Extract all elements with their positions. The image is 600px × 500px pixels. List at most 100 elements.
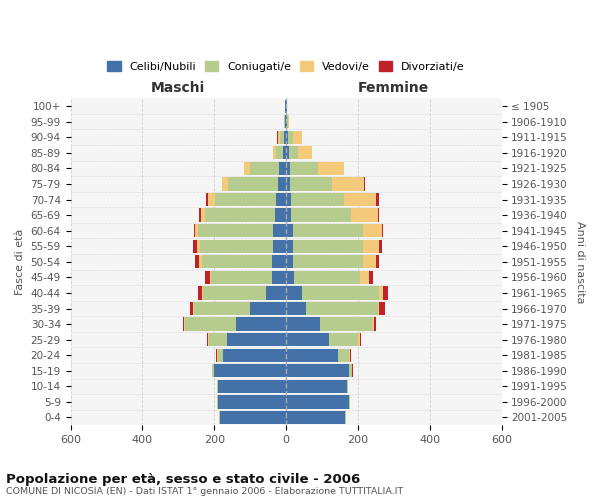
Bar (286, 380, 347, 393)
Bar (217, 380, 218, 393)
Y-axis label: Fasce di età: Fasce di età (15, 228, 25, 295)
Bar (286, 224, 293, 237)
Bar (364, 178, 365, 190)
Bar (203, 286, 266, 300)
Bar (209, 271, 211, 284)
Bar (286, 255, 293, 268)
Bar (212, 364, 214, 378)
Bar (286, 162, 290, 175)
Bar (286, 193, 292, 206)
Bar (198, 224, 274, 237)
Bar (302, 286, 379, 300)
Bar (290, 162, 319, 175)
Bar (376, 193, 379, 206)
Bar (349, 396, 350, 408)
Bar (277, 130, 278, 144)
Bar (199, 255, 202, 268)
Bar (358, 333, 359, 346)
Bar (194, 224, 195, 237)
Bar (202, 286, 203, 300)
Bar (376, 255, 379, 268)
Bar (193, 240, 197, 253)
Bar (329, 333, 358, 346)
Bar (361, 271, 370, 284)
Bar (209, 333, 227, 346)
Bar (202, 255, 272, 268)
Bar (286, 364, 349, 378)
Bar (363, 255, 376, 268)
Bar (275, 208, 286, 222)
Bar (220, 411, 286, 424)
Bar (292, 193, 344, 206)
Bar (283, 146, 286, 160)
Bar (185, 318, 236, 330)
Bar (207, 333, 208, 346)
Bar (287, 115, 288, 128)
Bar (280, 130, 284, 144)
Bar (278, 178, 286, 190)
Bar (214, 364, 286, 378)
Text: Popolazione per età, sesso e stato civile - 2006: Popolazione per età, sesso e stato civil… (6, 472, 360, 486)
Bar (182, 318, 184, 330)
Bar (379, 302, 385, 315)
Bar (379, 286, 383, 300)
Bar (199, 208, 201, 222)
Bar (276, 146, 283, 160)
Bar (286, 146, 289, 160)
Text: Maschi: Maschi (151, 81, 205, 95)
Text: COMUNE DI NICOSIA (EN) - Dati ISTAT 1° gennaio 2006 - Elaborazione TUTTITALIA.IT: COMUNE DI NICOSIA (EN) - Dati ISTAT 1° g… (6, 488, 403, 496)
Bar (197, 240, 200, 253)
Bar (211, 271, 272, 284)
Bar (266, 286, 286, 300)
Bar (370, 271, 373, 284)
Bar (359, 333, 361, 346)
Bar (278, 130, 280, 144)
Bar (284, 115, 286, 128)
Bar (290, 178, 332, 190)
Bar (344, 193, 376, 206)
Bar (286, 396, 349, 408)
Bar (293, 224, 362, 237)
Bar (223, 178, 228, 190)
Bar (286, 348, 338, 362)
Bar (200, 240, 274, 253)
Bar (349, 348, 350, 362)
Bar (217, 348, 218, 362)
Bar (279, 162, 286, 175)
Bar (320, 318, 372, 330)
Bar (338, 348, 349, 362)
Bar (286, 208, 292, 222)
Bar (218, 396, 286, 408)
Bar (286, 271, 294, 284)
Bar (286, 302, 306, 315)
Bar (236, 318, 286, 330)
Bar (273, 146, 276, 160)
Bar (284, 130, 286, 144)
Bar (276, 193, 286, 206)
Bar (250, 162, 279, 175)
Bar (286, 130, 288, 144)
Bar (289, 146, 298, 160)
Bar (205, 208, 275, 222)
Text: Femmine: Femmine (358, 81, 430, 95)
Bar (223, 348, 286, 362)
Bar (382, 224, 383, 237)
Bar (218, 380, 286, 393)
Bar (377, 302, 379, 315)
Bar (201, 208, 205, 222)
Bar (274, 224, 286, 237)
Bar (284, 100, 286, 112)
Legend: Celibi/Nubili, Coniugati/e, Vedovi/e, Divorziati/e: Celibi/Nubili, Coniugati/e, Vedovi/e, Di… (104, 58, 468, 75)
Bar (286, 286, 302, 300)
Bar (272, 255, 286, 268)
Bar (215, 193, 276, 206)
Bar (205, 271, 209, 284)
Bar (286, 115, 287, 128)
Bar (286, 333, 329, 346)
Bar (377, 208, 379, 222)
Bar (319, 162, 344, 175)
Bar (228, 178, 278, 190)
Bar (332, 178, 364, 190)
Bar (347, 380, 348, 393)
Bar (286, 411, 346, 424)
